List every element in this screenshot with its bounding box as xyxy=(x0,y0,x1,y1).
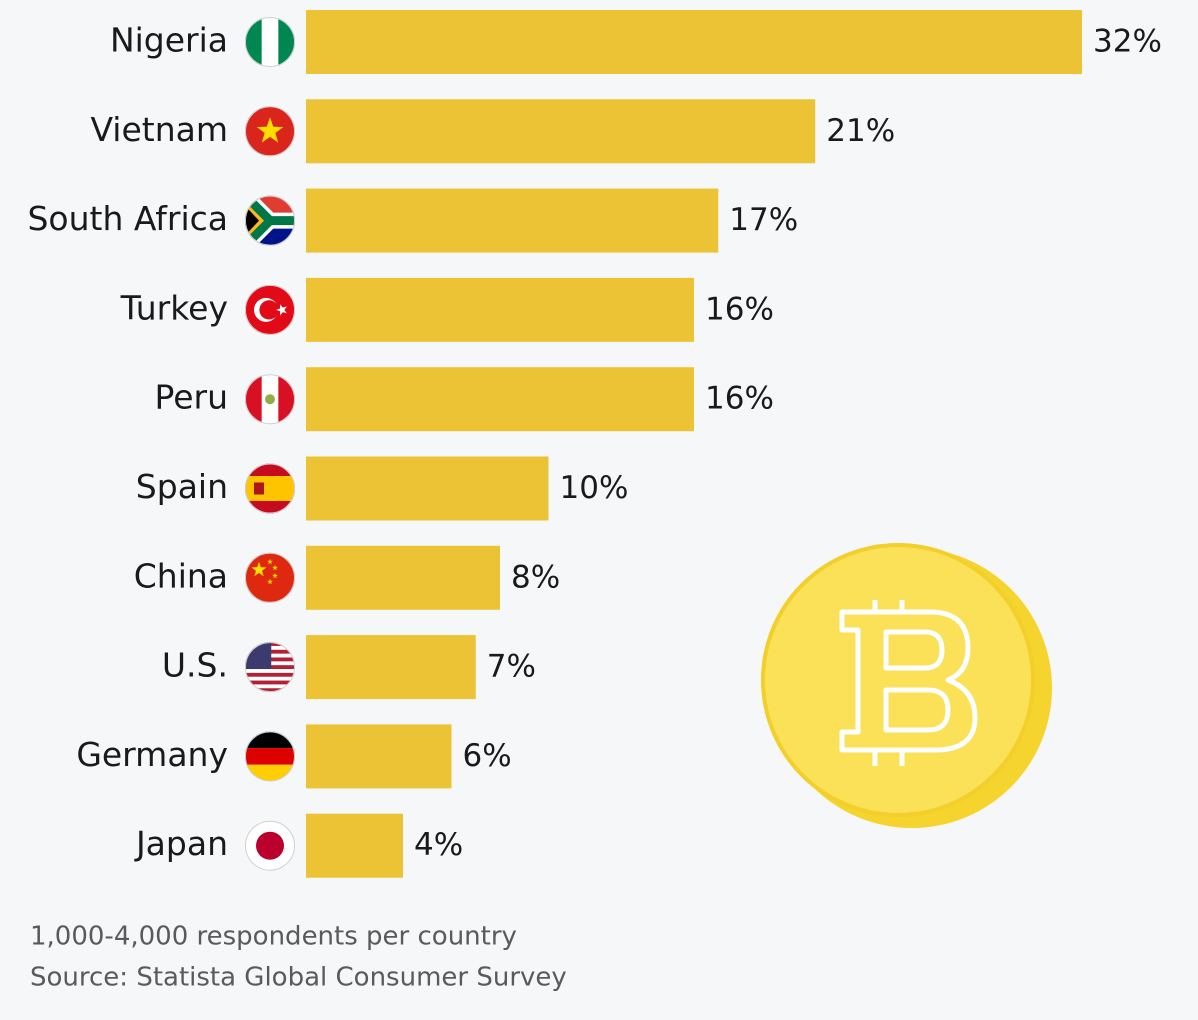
flag xyxy=(245,820,295,871)
category-label: Germany xyxy=(76,735,228,774)
value-label: 8% xyxy=(511,559,560,595)
value-label: 10% xyxy=(560,470,629,506)
bitcoin-symbol xyxy=(839,600,978,766)
bar xyxy=(306,10,1082,74)
flag-part xyxy=(256,831,284,860)
flag-part xyxy=(245,672,295,677)
flag-part xyxy=(265,394,275,405)
note: 1,000-4,000 respondents per country xyxy=(30,922,517,952)
flag-part xyxy=(276,304,287,316)
flag xyxy=(245,284,295,335)
category-label: Spain xyxy=(136,467,228,506)
flag xyxy=(245,642,295,693)
flag-border xyxy=(245,642,295,693)
flag-part xyxy=(245,688,295,693)
flag-part xyxy=(256,117,284,143)
flag-border xyxy=(245,463,295,514)
bar xyxy=(306,277,694,342)
category-label: Japan xyxy=(134,824,228,863)
category-label: Peru xyxy=(154,378,228,417)
category-label: Vietnam xyxy=(90,110,228,149)
flag-border xyxy=(245,374,295,425)
flag-border xyxy=(245,17,295,67)
flag-part xyxy=(272,572,278,579)
bar xyxy=(306,724,452,789)
flag-part xyxy=(245,748,295,765)
flag-border xyxy=(245,195,295,246)
category-label: China xyxy=(134,556,228,595)
flag-part xyxy=(259,300,279,320)
category-label: Turkey xyxy=(120,288,228,327)
flag-part xyxy=(267,558,273,565)
flag xyxy=(245,463,295,514)
flag-border xyxy=(245,552,295,603)
flag-part xyxy=(251,561,267,577)
value-label: 17% xyxy=(729,202,798,238)
bar xyxy=(306,99,816,164)
value-label: 16% xyxy=(705,381,774,417)
flag-border xyxy=(245,284,295,335)
flag-part xyxy=(245,476,295,501)
source: Source: Statista Global Consumer Survey xyxy=(30,963,567,993)
flag xyxy=(245,552,295,603)
category-label: South Africa xyxy=(27,199,228,238)
bar xyxy=(306,456,549,521)
value-label: 4% xyxy=(414,827,463,863)
category-label: U.S. xyxy=(162,646,228,685)
bar xyxy=(306,635,476,700)
flag-part xyxy=(272,564,278,571)
value-label: 16% xyxy=(705,291,774,327)
flag-border xyxy=(245,731,295,782)
flag-part xyxy=(245,680,295,685)
flag-part xyxy=(245,205,259,236)
flag xyxy=(245,106,295,157)
coin-face xyxy=(761,543,1035,817)
bar xyxy=(306,813,403,878)
category-label: Nigeria xyxy=(110,21,228,60)
value-label: 21% xyxy=(826,113,895,149)
bitcoin-coin xyxy=(761,543,1052,828)
flag-part xyxy=(267,578,273,585)
flag-border xyxy=(245,106,295,157)
bar xyxy=(306,545,500,610)
value-label: 6% xyxy=(463,738,512,774)
value-label: 32% xyxy=(1093,24,1162,60)
flag-border xyxy=(245,820,295,871)
value-label: 7% xyxy=(487,649,536,685)
bar xyxy=(306,367,694,432)
bar xyxy=(306,188,719,253)
flag-part xyxy=(254,482,264,495)
